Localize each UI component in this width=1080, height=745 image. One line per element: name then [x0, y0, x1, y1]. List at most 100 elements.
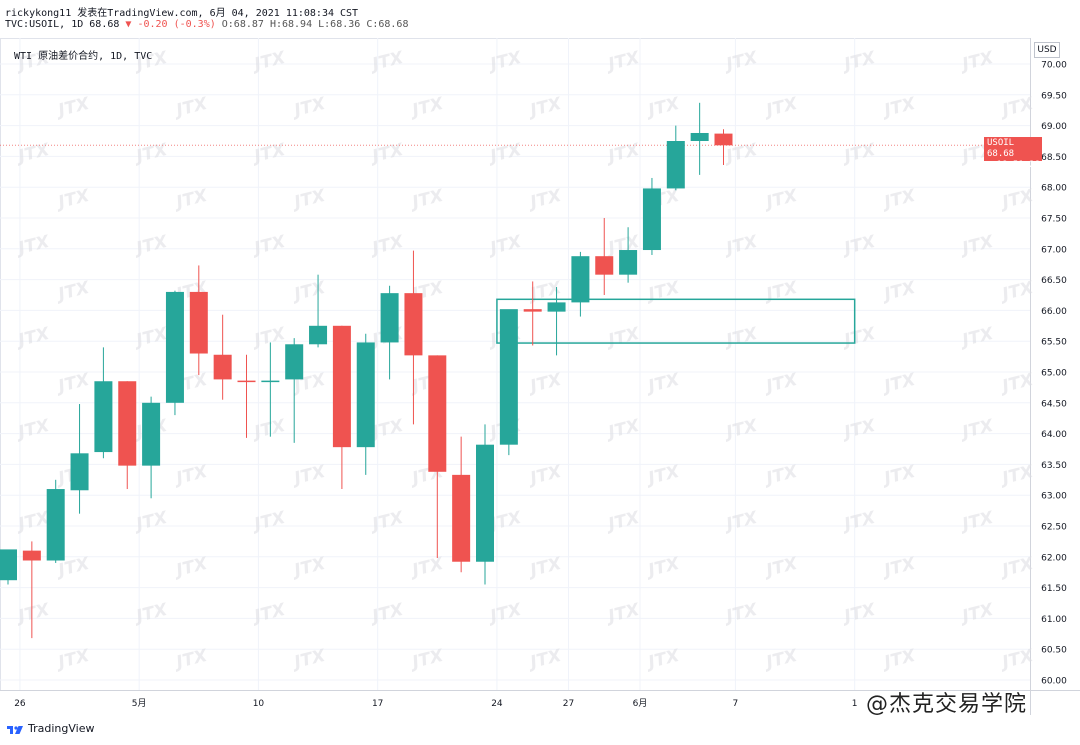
watermark-tile: JTX: [761, 278, 800, 306]
last-price-tag: USOIL 68.68 18:51:28: [984, 137, 1042, 170]
watermark-tile: JTX: [603, 48, 642, 76]
watermark-tile: JTX: [289, 278, 328, 306]
watermark-tile: JTX: [289, 554, 328, 582]
annotation-box: [496, 298, 856, 344]
candle-body: [0, 549, 17, 581]
y-tick-label: 67.50: [1041, 215, 1067, 225]
watermark-tile: JTX: [13, 324, 52, 352]
candle-body: [547, 302, 566, 312]
watermark-tile: JTX: [643, 462, 682, 490]
watermark-tile: JTX: [879, 186, 918, 214]
watermark-tile: JTX: [131, 508, 170, 536]
watermark-tile: JTX: [525, 370, 564, 398]
watermark-tile: JTX: [643, 370, 682, 398]
x-tick-label: 7: [733, 699, 739, 709]
x-tick-label: 24: [491, 699, 503, 709]
y-tick-label: 63.50: [1041, 461, 1067, 471]
candle-body: [571, 256, 590, 303]
watermark-tile: JTX: [289, 462, 328, 490]
watermark-tile: JTX: [407, 554, 446, 582]
candle-body: [332, 325, 351, 448]
watermark-tile: JTX: [525, 554, 564, 582]
watermark-tile: JTX: [839, 416, 878, 444]
watermark-tile: JTX: [879, 646, 918, 674]
watermark-tile: JTX: [53, 186, 92, 214]
watermark-tile: JTX: [879, 554, 918, 582]
watermark-tile: JTX: [525, 646, 564, 674]
watermark-tile: JTX: [289, 186, 328, 214]
watermark-tile: JTX: [643, 554, 682, 582]
candle-body: [476, 444, 494, 562]
ohlc-close: C:68.68: [366, 19, 409, 30]
watermark-tile: JTX: [957, 48, 996, 76]
ohlc-low: L:68.36: [318, 19, 361, 30]
watermark-tile: JTX: [53, 278, 92, 306]
x-tick-label: 10: [253, 699, 265, 709]
watermark-tile: JTX: [13, 508, 52, 536]
watermark-tile: JTX: [603, 416, 642, 444]
watermark-tile: JTX: [171, 554, 210, 582]
currency-button[interactable]: USD: [1034, 42, 1060, 58]
y-tick-label: 61.50: [1041, 584, 1067, 594]
watermark-tile: JTX: [131, 140, 170, 168]
candle-body: [428, 355, 447, 472]
candle-body: [285, 344, 304, 380]
watermark-tile: JTX: [721, 324, 760, 352]
watermark-tile: JTX: [839, 140, 878, 168]
publish-info: rickykong11 发表在TradingView.com, 6月 04, 2…: [5, 8, 359, 19]
watermark-tile: JTX: [721, 508, 760, 536]
candle-body: [404, 293, 423, 356]
watermark-tile: JTX: [13, 140, 52, 168]
candle-body: [309, 325, 328, 345]
x-tick-label: 6月: [633, 698, 648, 709]
candle-body: [380, 293, 399, 343]
y-tick-label: 64.00: [1041, 430, 1067, 440]
candle-body: [619, 250, 638, 275]
watermark-tile: JTX: [407, 646, 446, 674]
y-tick-label: 61.00: [1041, 615, 1067, 625]
watermark-tile: JTX: [485, 140, 524, 168]
candle-body: [690, 132, 709, 141]
x-tick-label: 26: [14, 699, 26, 709]
watermark-tile: JTX: [171, 646, 210, 674]
candle-body: [595, 256, 614, 275]
price-tag-symbol: USOIL: [987, 138, 1015, 148]
candle-body: [237, 380, 256, 383]
watermark-tile: JTX: [525, 462, 564, 490]
candle-body: [118, 381, 137, 466]
watermark-tile: JTX: [721, 600, 760, 628]
y-tick-label: 70.00: [1041, 61, 1067, 71]
tradingview-brand[interactable]: TradingView: [6, 722, 94, 735]
y-tick-label: 66.50: [1041, 276, 1067, 286]
y-tick-label: 65.00: [1041, 369, 1067, 379]
y-tick-label: 66.00: [1041, 307, 1067, 317]
watermark-tile: JTX: [839, 48, 878, 76]
candle-body: [452, 474, 471, 562]
watermark-tile: JTX: [957, 232, 996, 260]
watermark-tile: JTX: [839, 600, 878, 628]
watermark-tile: JTX: [171, 462, 210, 490]
watermark-tile: JTX: [839, 232, 878, 260]
watermark-tile: JTX: [249, 232, 288, 260]
watermark-tile: JTX: [957, 600, 996, 628]
watermark-tile: JTX: [485, 232, 524, 260]
watermark-tile: JTX: [957, 416, 996, 444]
watermark-tile: JTX: [367, 140, 406, 168]
watermark-tile: JTX: [603, 508, 642, 536]
watermark-tile: JTX: [643, 646, 682, 674]
x-tick-label: 1: [852, 699, 858, 709]
watermark-tile: JTX: [485, 600, 524, 628]
watermark-tile: JTX: [525, 94, 564, 122]
candle-body: [714, 133, 733, 146]
watermark-tile: JTX: [603, 324, 642, 352]
watermark-tile: JTX: [721, 48, 760, 76]
watermark-tile: JTX: [289, 94, 328, 122]
watermark-tile: JTX: [249, 140, 288, 168]
watermark-tile: JTX: [249, 48, 288, 76]
watermark-tile: JTX: [249, 600, 288, 628]
candle-body: [189, 291, 208, 354]
watermark-tile: JTX: [13, 232, 52, 260]
watermark-tile: JTX: [879, 278, 918, 306]
